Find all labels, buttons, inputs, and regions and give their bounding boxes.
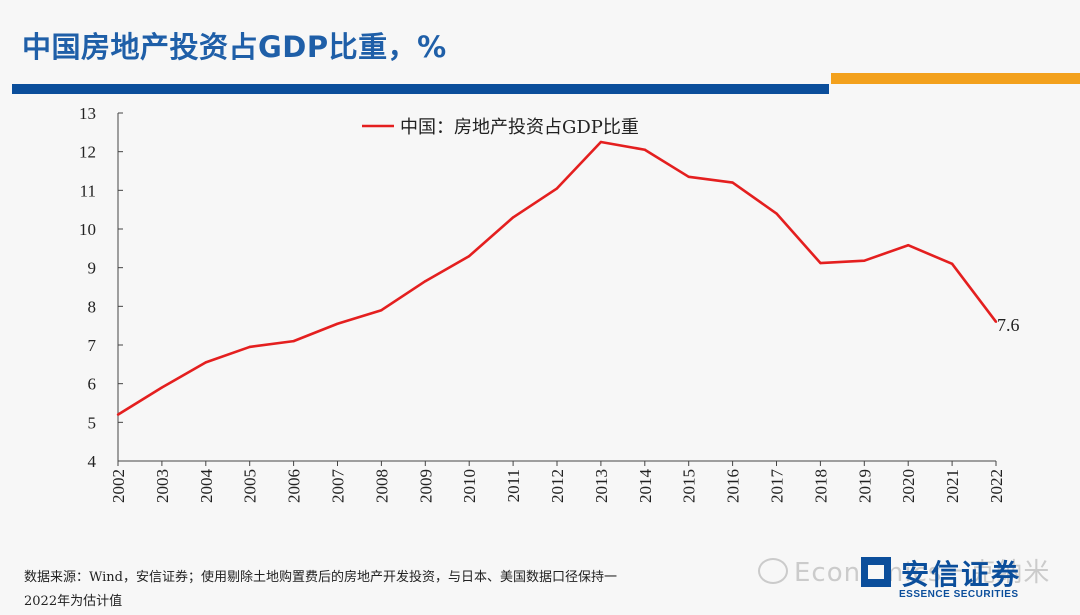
data-point xyxy=(336,322,339,325)
data-point xyxy=(950,262,954,265)
company-logo: 安信证券 ESSENCE SECURITIES xyxy=(861,553,1071,603)
y-tick-label: 8 xyxy=(88,297,97,316)
x-tick-label: 2016 xyxy=(724,469,743,503)
x-tick-label: 2014 xyxy=(636,469,655,504)
x-tick-label: 2008 xyxy=(372,469,391,503)
data-point xyxy=(204,361,207,364)
x-tick-label: 2004 xyxy=(197,469,216,504)
x-tick-label: 2009 xyxy=(416,469,435,503)
x-tick-label: 2021 xyxy=(943,469,962,503)
x-tick-label: 2012 xyxy=(548,469,567,503)
x-tick-label: 2019 xyxy=(855,469,874,503)
logo-english-name: ESSENCE SECURITIES xyxy=(899,589,1019,600)
x-tick-label: 2011 xyxy=(504,469,523,502)
header-bar-orange xyxy=(831,73,1080,84)
y-tick-label: 10 xyxy=(79,220,96,239)
x-tick-label: 2002 xyxy=(109,469,128,503)
data-point xyxy=(116,413,120,416)
x-tick-label: 2005 xyxy=(241,469,260,503)
y-tick-label: 13 xyxy=(79,104,96,123)
y-tick-label: 7 xyxy=(88,336,97,355)
data-point xyxy=(907,244,910,247)
watermark-text: Economics一克纳米 xyxy=(794,558,1051,588)
x-tick-label: 2022 xyxy=(987,469,1006,503)
y-tick-label: 4 xyxy=(88,452,97,471)
data-label: 7.6 xyxy=(997,315,1020,335)
x-tick-label: 2007 xyxy=(329,469,348,504)
data-point xyxy=(599,140,603,144)
logo-mark-icon xyxy=(861,557,891,587)
data-point xyxy=(511,216,515,219)
legend-label: 中国：房地产投资占GDP比重 xyxy=(400,117,639,138)
x-tick-label: 2013 xyxy=(592,469,611,503)
y-tick-label: 9 xyxy=(88,259,97,278)
data-point xyxy=(643,148,646,151)
y-tick-label: 5 xyxy=(88,413,97,432)
series-line xyxy=(117,140,998,416)
x-tick-label: 2020 xyxy=(899,469,918,503)
x-tick-label: 2018 xyxy=(811,469,830,503)
x-tick-label: 2010 xyxy=(460,469,479,503)
data-point xyxy=(468,254,471,258)
data-point xyxy=(687,175,690,178)
x-tick-label: 2017 xyxy=(768,469,787,504)
y-tick-label: 6 xyxy=(88,375,97,394)
source-note: 数据来源：Wind，安信证券；使用剔除土地购置费后的房地产开发投资，与日本、美国… xyxy=(24,570,617,585)
x-tick-label: 2015 xyxy=(680,469,699,503)
x-tick-label: 2006 xyxy=(285,469,304,503)
y-tick-label: 11 xyxy=(80,181,96,200)
y-tick-label: 12 xyxy=(79,143,96,162)
logo-name: 安信证券 xyxy=(901,558,1022,591)
data-point xyxy=(555,187,559,190)
data-point xyxy=(863,259,866,262)
data-point xyxy=(819,261,822,265)
data-point xyxy=(160,386,164,389)
data-point xyxy=(380,309,383,312)
data-point xyxy=(994,320,998,323)
data-point xyxy=(248,345,251,349)
x-tick-label: 2003 xyxy=(153,469,172,503)
watermark: Economics一克纳米 xyxy=(758,552,1050,589)
data-point xyxy=(424,280,427,283)
header-bar-blue xyxy=(12,84,829,94)
data-point xyxy=(775,212,778,215)
data-point xyxy=(731,181,734,184)
page-title: 中国房地产投资占GDP比重，% xyxy=(22,30,447,64)
chat-bubble-icon xyxy=(758,557,788,584)
estimate-note: 2022年为估计值 xyxy=(24,594,123,609)
data-point xyxy=(292,339,295,343)
